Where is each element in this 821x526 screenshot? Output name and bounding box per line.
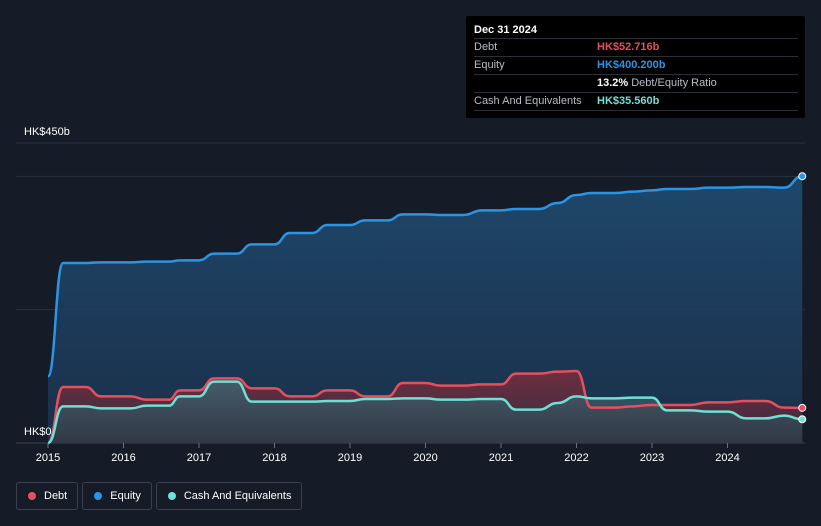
tooltip-equity-label: Equity (474, 59, 505, 71)
equity-area (48, 176, 803, 443)
tooltip-equity-value: HK$400.200b (597, 59, 666, 71)
tooltip-row-ratio: 13.2% Debt/Equity Ratio (474, 74, 798, 92)
equity-line (46, 174, 803, 378)
tooltip-ratio-label: Debt/Equity Ratio (631, 77, 717, 89)
x-tick-label-2020: 2020 (413, 452, 437, 464)
equity-end-point (798, 172, 807, 181)
tooltip-debt-label: Debt (474, 41, 498, 53)
tooltip-row-debt: Debt HK$52.716b (474, 38, 798, 56)
x-tick-label-2018: 2018 (262, 452, 286, 464)
legend-item-cash[interactable]: Cash And Equivalents (155, 482, 303, 510)
x-tick-label-2023: 2023 (640, 452, 664, 464)
debt-line (46, 369, 803, 445)
x-tick-label-2016: 2016 (111, 452, 135, 464)
x-tick-label-2021: 2021 (489, 452, 513, 464)
legend-cash-label: Cash And Equivalents (183, 490, 292, 502)
y-axis-bottom-label: HK$0 (24, 426, 52, 438)
tooltip-panel: Dec 31 2024 Debt HK$52.716b Equity HK$40… (466, 16, 805, 118)
cash-line (47, 380, 803, 445)
debt-dot-icon (28, 492, 36, 500)
equity-dot-icon (94, 492, 103, 500)
cash-end-point (798, 415, 807, 424)
legend-equity-label: Equity (110, 490, 141, 502)
x-tick-label-2017: 2017 (187, 452, 211, 464)
tooltip-date: Dec 31 2024 (474, 24, 537, 36)
tooltip-ratio-spacer (474, 75, 597, 92)
tooltip-cash-value: HK$35.560b (597, 95, 660, 107)
x-tick-label-2019: 2019 (338, 452, 362, 464)
x-tick-label-2015: 2015 (36, 452, 60, 464)
y-axis-top-label: HK$450b (24, 126, 70, 138)
tooltip-row-equity: Equity HK$400.200b (474, 56, 798, 74)
cash-area (48, 381, 803, 443)
tooltip-cash-label: Cash And Equivalents (474, 95, 582, 107)
chart-legend: Debt Equity Cash And Equivalents (16, 482, 303, 510)
tooltip-ratio-value: 13.2% (597, 77, 629, 89)
legend-item-debt[interactable]: Debt (16, 482, 79, 510)
x-tick-label-2022: 2022 (564, 452, 588, 464)
legend-item-equity[interactable]: Equity (82, 482, 152, 510)
debt-end-point (798, 403, 807, 412)
x-tick-label-2024: 2024 (715, 452, 739, 464)
cash-dot-icon (167, 492, 176, 500)
legend-debt-label: Debt (44, 490, 68, 502)
tooltip-row-cash: Cash And Equivalents HK$35.560b (474, 92, 798, 111)
tooltip-debt-value: HK$52.716b (597, 41, 660, 53)
